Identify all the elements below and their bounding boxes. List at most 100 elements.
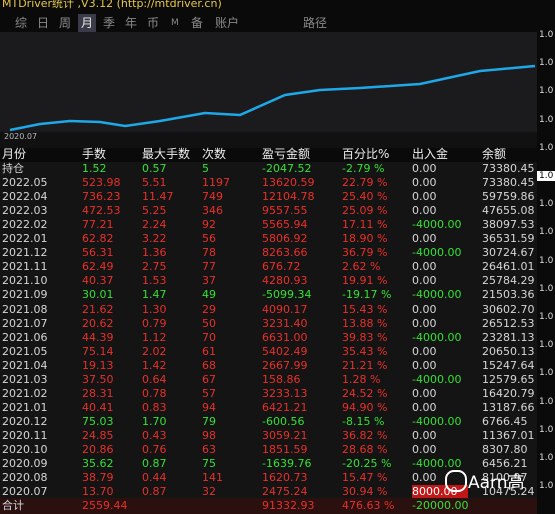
table-cell: 50	[202, 316, 216, 330]
table-cell: 13187.66	[482, 400, 535, 414]
table-cell: 0.87	[142, 457, 167, 471]
table-cell: 8307.80	[482, 443, 528, 456]
table-cell: -1639.76	[262, 457, 312, 471]
table-cell: 2022.02	[2, 218, 48, 232]
table-cell: 158.86	[262, 372, 301, 386]
table-cell: 94	[202, 400, 216, 414]
tab[interactable]: 账户	[215, 16, 240, 30]
table-cell: 2022.01	[2, 232, 48, 246]
axis-label: 1.0	[539, 86, 554, 97]
tab[interactable]: 季	[103, 16, 116, 30]
table-cell: 2022.05	[2, 176, 48, 190]
header-cell: 手数	[82, 147, 107, 161]
table-cell: 38.79	[82, 471, 114, 485]
table-cell: 1.53	[142, 274, 167, 288]
table-cell: -4000.00	[412, 288, 462, 302]
table-cell: 30.94 %	[342, 485, 388, 499]
table-cell: -600.56	[262, 414, 305, 428]
table-cell: 0.00	[412, 428, 437, 442]
axis-label: 1.0	[539, 396, 554, 407]
table-cell: -4000.00	[412, 372, 462, 386]
axis-label: 1.0	[539, 481, 554, 492]
table-cell: 2.75	[142, 260, 167, 274]
tab[interactable]: 综	[15, 16, 28, 30]
table-cell: 1.12	[142, 330, 167, 344]
table-cell: -8.15 %	[342, 414, 385, 428]
table-cell: 17.11 %	[342, 218, 388, 232]
balance-line	[9, 64, 536, 132]
table-cell: 736.23	[82, 190, 121, 204]
tab[interactable]: 币	[147, 16, 160, 30]
table-cell: 36531.59	[482, 232, 535, 246]
total-cell: 2559.44	[82, 499, 128, 513]
table-cell: 26512.53	[482, 316, 535, 330]
header-cell: 次数	[202, 147, 227, 161]
table-cell: 2020.07	[2, 485, 48, 499]
axis-label: 1.0	[539, 227, 554, 238]
table-cell: 29	[202, 302, 216, 316]
table-cell: 25784.29	[482, 274, 535, 288]
tab[interactable]: 备	[191, 16, 204, 30]
table-cell: 15247.64	[482, 358, 535, 372]
table-cell: 346	[202, 204, 223, 218]
table-cell: 2022.03	[2, 204, 48, 218]
header-cell: 出入金	[412, 147, 449, 161]
tab[interactable]: 路径	[303, 16, 328, 30]
tab[interactable]: 年	[125, 16, 138, 30]
table-cell: -2.79 %	[342, 162, 385, 175]
table-cell: 0.78	[142, 386, 167, 400]
table-cell: 63	[202, 443, 216, 456]
table-cell: 98	[202, 428, 216, 442]
table-cell: 0.00	[412, 386, 437, 400]
table-cell: 523.98	[82, 176, 121, 190]
table-cell: 49	[202, 288, 216, 302]
table-cell: 6631.00	[262, 330, 308, 344]
table-cell: 40.41	[82, 400, 114, 414]
table-cell: 0.64	[142, 372, 167, 386]
tab[interactable]: M	[171, 18, 179, 28]
table-cell: 13620.59	[262, 176, 315, 190]
table-cell: 26461.01	[482, 260, 535, 274]
table-cell: 77	[202, 260, 216, 274]
table-cell: -4000.00	[412, 246, 462, 260]
table-cell: 75	[202, 457, 216, 471]
table-cell: 56	[202, 232, 216, 246]
axis-label: 1.0	[539, 30, 554, 40]
table-cell: 0.00	[412, 274, 437, 288]
table-cell: -20.25 %	[342, 457, 392, 471]
table-cell: 30724.67	[482, 246, 535, 260]
table-cell: 0.00	[412, 400, 437, 414]
table-cell: 0.00	[412, 302, 437, 316]
table-cell: 1.70	[142, 414, 167, 428]
table-cell: 28.31	[82, 386, 114, 400]
table-cell: 75.03	[82, 414, 114, 428]
table-cell: 0.87	[142, 485, 167, 499]
watermark: Aarn高	[468, 473, 525, 493]
table-cell: -4000.00	[412, 218, 462, 232]
table-cell: 0.43	[142, 428, 167, 442]
table-cell: 0.00	[412, 232, 437, 246]
table-cell: 2020.08	[2, 471, 48, 485]
table-cell: 2022.04	[2, 190, 48, 204]
tab[interactable]: 周	[59, 16, 72, 30]
table-cell: 2021.12	[2, 246, 48, 260]
table-cell: 676.72	[262, 260, 301, 274]
table-cell: 1620.73	[262, 471, 308, 485]
axis-label: 1.0	[539, 340, 554, 351]
total-cell: 91332.93	[262, 499, 315, 513]
table-cell: 8263.66	[262, 246, 308, 260]
table-cell: 1.36	[142, 246, 167, 260]
table-cell: 59759.86	[482, 190, 535, 204]
tab[interactable]: 日	[37, 16, 50, 30]
table-cell: 0.00	[412, 162, 437, 175]
table-cell: 75.14	[82, 344, 114, 358]
table-cell: 36.82 %	[342, 428, 388, 442]
table-cell: 38097.53	[482, 218, 535, 232]
table-cell: 0.00	[412, 190, 437, 204]
table-cell: 56.31	[82, 246, 114, 260]
table-cell: 20.62	[82, 316, 114, 330]
header-cell: 百分比%	[342, 147, 390, 161]
table-cell: 5	[202, 162, 209, 175]
table-cell: 0.00	[412, 176, 437, 190]
tab[interactable]: 月	[78, 14, 97, 32]
